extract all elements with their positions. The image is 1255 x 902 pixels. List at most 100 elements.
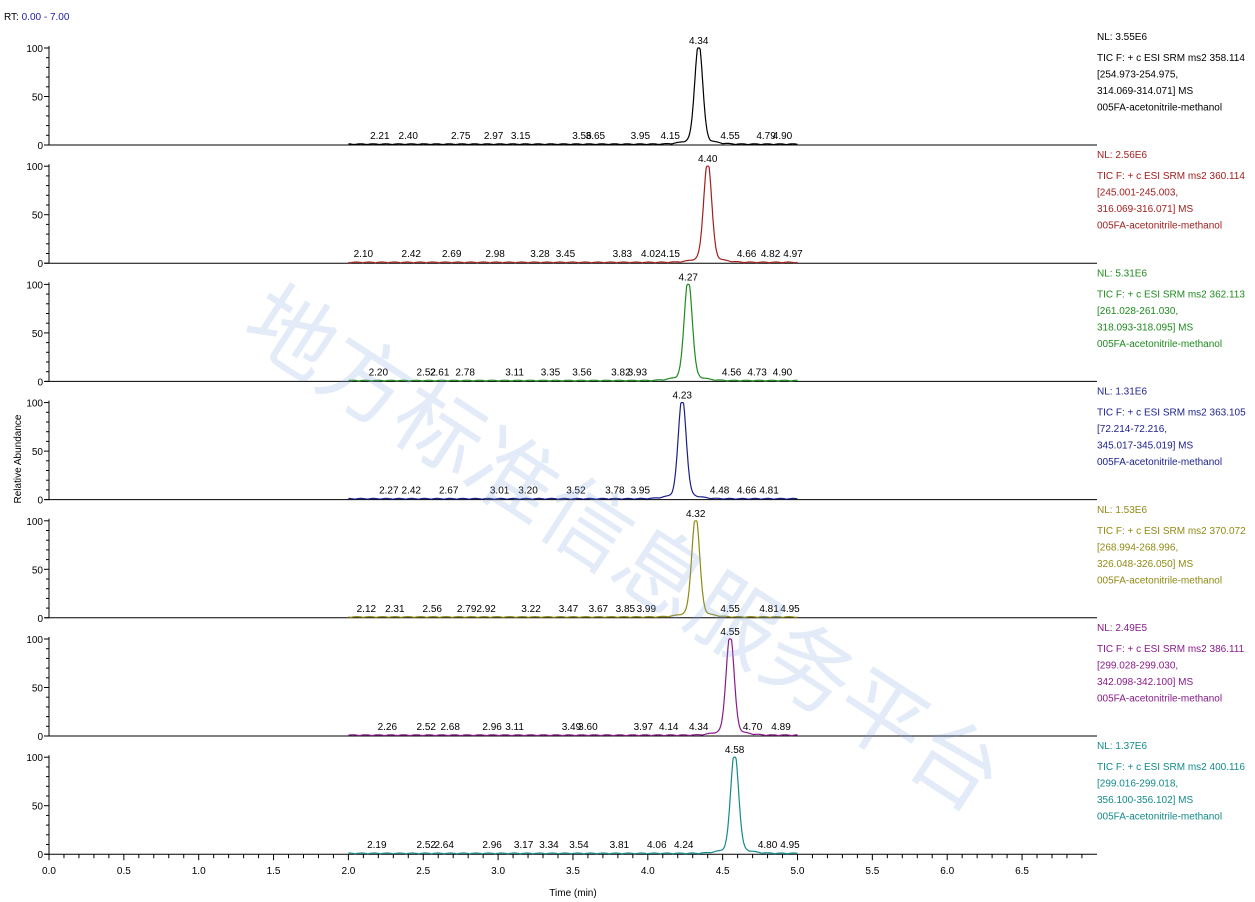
trace-info-line: 314.069-314.071] MS bbox=[1097, 86, 1194, 97]
minor-peak-label: 3.95 bbox=[631, 486, 651, 497]
peak-label: 4.34 bbox=[689, 36, 709, 47]
minor-peak-label: 4.24 bbox=[674, 840, 694, 851]
peak-label: 4.32 bbox=[686, 509, 706, 520]
panel-7: 0 50 100 4.58 2.19 2.522.64 2.96 3.17 3.34 3.54 3.… bbox=[26, 741, 1245, 861]
minor-peak-label: 2.92 bbox=[476, 604, 496, 615]
minor-peak-label: 4.66 bbox=[737, 486, 757, 497]
minor-peak-label: 4.90 bbox=[773, 367, 793, 378]
minor-peak-label: 2.26 bbox=[378, 722, 398, 733]
minor-peak-label: 3.85 bbox=[616, 604, 636, 615]
trace-info-line: 318.093-318.095] MS bbox=[1097, 322, 1194, 333]
y-tick-label: 50 bbox=[32, 93, 44, 104]
minor-peak-label: 2.64 bbox=[434, 840, 454, 851]
panel-2: 0 50 100 4.40 2.10 2.42 2.69 2.98 3.28 3.45 3.83 4.… bbox=[26, 150, 1245, 270]
chromatogram-trace bbox=[348, 402, 798, 500]
nl-value: NL: 2.56E6 bbox=[1097, 150, 1147, 161]
x-tick-label: 0.5 bbox=[117, 866, 131, 877]
panel-6: 0 50 100 4.55 2.26 2.52 2.68 2.96 3.11 3.493.60 3.… bbox=[26, 623, 1244, 743]
y-tick-label: 100 bbox=[26, 44, 43, 55]
x-axis-title: Time (min) bbox=[549, 888, 596, 899]
minor-peak-label: 2.20 bbox=[369, 367, 389, 378]
minor-peak-label: 3.35 bbox=[541, 367, 561, 378]
minor-peak-label: 4.02 bbox=[641, 249, 661, 260]
trace-info-line: 345.017-345.019] MS bbox=[1097, 441, 1194, 452]
minor-peak-label: 2.68 bbox=[440, 722, 460, 733]
minor-peak-label: 2.96 bbox=[482, 840, 502, 851]
nl-value: NL: 5.31E6 bbox=[1097, 268, 1147, 279]
minor-peak-label: 4.80 bbox=[758, 840, 778, 851]
minor-peak-label: 2.52 bbox=[417, 367, 437, 378]
minor-peak-label: 2.69 bbox=[442, 249, 462, 260]
nl-value: NL: 1.53E6 bbox=[1097, 505, 1147, 516]
minor-peak-label: 3.82 bbox=[611, 367, 631, 378]
chromatogram-trace bbox=[348, 756, 798, 855]
trace-info-line: [261.028-261.030, bbox=[1097, 306, 1178, 317]
minor-peak-label: 4.90 bbox=[773, 131, 793, 142]
rt-range-value: 0.00 - 7.00 bbox=[22, 12, 70, 23]
y-tick-label: 100 bbox=[26, 635, 43, 646]
minor-peak-label: 3.67 bbox=[589, 604, 609, 615]
y-tick-label: 100 bbox=[26, 517, 43, 528]
y-tick-label: 0 bbox=[37, 141, 43, 152]
y-tick-label: 50 bbox=[32, 802, 44, 813]
rt-range-label: RT: 0.00 - 7.00 bbox=[4, 12, 70, 23]
peak-label: 4.40 bbox=[698, 154, 718, 165]
y-tick-label: 50 bbox=[32, 565, 44, 576]
trace-info-line: [245.001-245.003, bbox=[1097, 188, 1178, 199]
nl-value: NL: 1.37E6 bbox=[1097, 741, 1147, 752]
x-tick-label: 5.0 bbox=[791, 866, 805, 877]
minor-peak-label: 4.95 bbox=[780, 604, 800, 615]
minor-peak-label: 3.95 bbox=[631, 131, 651, 142]
minor-peak-label: 4.15 bbox=[661, 249, 681, 260]
y-axis-title: Relative Abundance bbox=[13, 414, 24, 503]
x-axis: 0.0 0.5 1.0 1.5 2.0 2.5 3.0 3.5 4.0 4.5 5.0 5.5 6.0 6… bbox=[42, 854, 1083, 877]
trace-info-line: TIC F: + c ESI SRM ms2 370.072 bbox=[1097, 526, 1246, 537]
minor-peak-label: 2.42 bbox=[402, 486, 422, 497]
trace-info-line: 005FA-acetonitrile-methanol bbox=[1097, 694, 1222, 705]
minor-peak-label: 2.96 bbox=[482, 722, 502, 733]
y-tick-label: 50 bbox=[32, 329, 44, 340]
minor-peak-label: 4.56 bbox=[722, 367, 742, 378]
minor-peak-label: 3.78 bbox=[605, 486, 625, 497]
trace-info-line: 005FA-acetonitrile-methanol bbox=[1097, 812, 1222, 823]
minor-peak-label: 4.81 bbox=[759, 486, 779, 497]
nl-value: NL: 2.49E5 bbox=[1097, 623, 1147, 634]
y-tick-label: 0 bbox=[37, 259, 43, 270]
y-tick-label: 100 bbox=[26, 753, 43, 764]
trace-info-line: 005FA-acetonitrile-methanol bbox=[1097, 103, 1222, 114]
chromatogram-trace bbox=[348, 283, 798, 382]
trace-info-line: 005FA-acetonitrile-methanol bbox=[1097, 457, 1222, 468]
trace-info-line: TIC F: + c ESI SRM ms2 358.114 bbox=[1097, 53, 1245, 64]
trace-info-line: [268.994-268.996, bbox=[1097, 542, 1178, 553]
x-tick-label: 6.0 bbox=[940, 866, 954, 877]
trace-info-line: 326.048-326.050] MS bbox=[1097, 559, 1194, 570]
watermark-text: 地方标准信息服务平台 bbox=[227, 266, 1021, 832]
x-tick-label: 3.0 bbox=[491, 866, 505, 877]
x-tick-label: 2.0 bbox=[341, 866, 355, 877]
rt-prefix: RT: bbox=[4, 12, 19, 23]
y-tick-label: 0 bbox=[37, 732, 43, 743]
minor-peak-label: 3.60 bbox=[578, 722, 598, 733]
trace-info-line: [299.028-299.030, bbox=[1097, 661, 1178, 672]
minor-peak-label: 2.40 bbox=[399, 131, 419, 142]
trace-info-line: [72.214-72.216, bbox=[1097, 424, 1167, 435]
chromatogram-trace bbox=[348, 638, 798, 737]
x-tick-label: 5.5 bbox=[865, 866, 879, 877]
minor-peak-label: 2.52 bbox=[417, 840, 437, 851]
trace-info-line: 005FA-acetonitrile-methanol bbox=[1097, 575, 1222, 586]
panel-5: 0 50 100 4.32 2.12 2.31 2.56 2.79 2.92 3.22 3.47 3.… bbox=[26, 505, 1246, 625]
y-tick-label: 0 bbox=[37, 377, 43, 388]
y-tick-label: 0 bbox=[37, 850, 43, 861]
minor-peak-label: 3.28 bbox=[530, 249, 550, 260]
minor-peak-label: 3.22 bbox=[521, 604, 541, 615]
y-tick-label: 50 bbox=[32, 447, 44, 458]
minor-peak-label: 4.73 bbox=[747, 367, 767, 378]
x-tick-label: 3.5 bbox=[566, 866, 580, 877]
minor-peak-label: 4.15 bbox=[661, 131, 681, 142]
minor-peak-label: 3.54 bbox=[569, 840, 589, 851]
minor-peak-label: 4.97 bbox=[783, 249, 803, 260]
minor-peak-label: 4.55 bbox=[720, 604, 740, 615]
trace-info-line: TIC F: + c ESI SRM ms2 363.105 bbox=[1097, 408, 1246, 419]
x-tick-label: 0.0 bbox=[42, 866, 56, 877]
